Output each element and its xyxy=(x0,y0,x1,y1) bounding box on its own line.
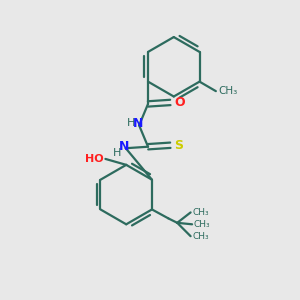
Text: S: S xyxy=(174,139,183,152)
Text: CH₃: CH₃ xyxy=(192,208,209,217)
Text: H: H xyxy=(113,148,122,158)
Text: O: O xyxy=(174,96,185,109)
Text: N: N xyxy=(132,117,143,130)
Text: HO: HO xyxy=(85,154,104,164)
Text: CH₃: CH₃ xyxy=(218,86,238,96)
Text: CH₃: CH₃ xyxy=(192,232,209,241)
Text: CH₃: CH₃ xyxy=(194,220,210,229)
Text: H: H xyxy=(127,118,135,128)
Text: N: N xyxy=(119,140,129,153)
